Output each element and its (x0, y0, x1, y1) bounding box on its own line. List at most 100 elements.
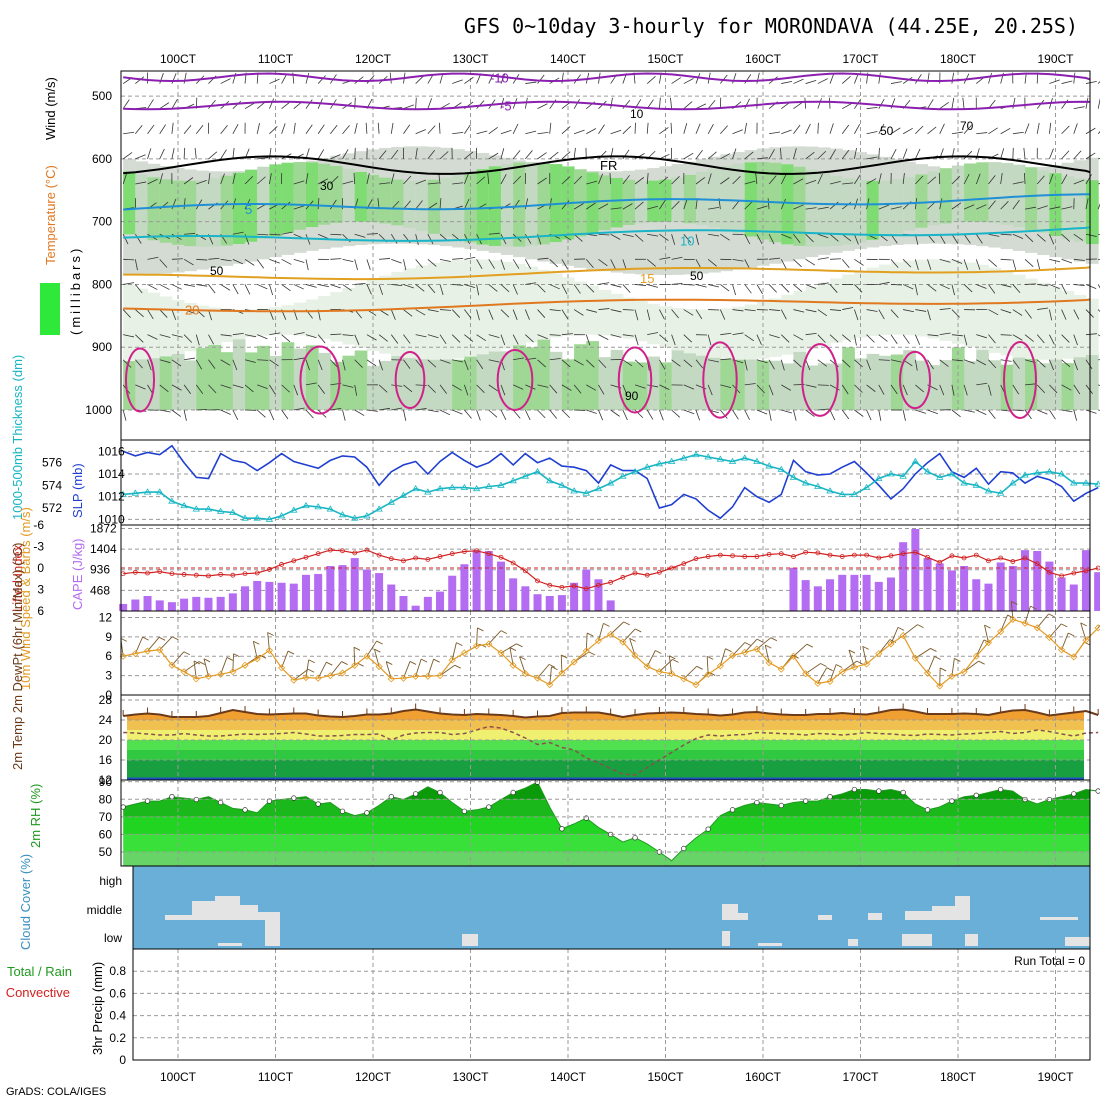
wind-barb (317, 149, 325, 160)
thickness-marker (472, 484, 481, 492)
rh-block (245, 169, 258, 242)
thickness-marker (265, 515, 274, 522)
li-marker (169, 571, 175, 577)
wind-barb (671, 77, 682, 84)
wind-barb (171, 651, 185, 666)
instability-contour (125, 347, 155, 413)
time-label-bottom: 170CT (842, 1070, 879, 1084)
wind-barb (1036, 175, 1045, 185)
rh-block (220, 175, 234, 246)
cape-bar (277, 582, 286, 611)
wind-barb (389, 72, 392, 84)
temp-band (127, 740, 1084, 750)
wind-barb (537, 74, 545, 84)
wind-barb-feather (353, 646, 361, 651)
wind-barb (524, 309, 530, 320)
wind-barb (537, 152, 547, 160)
cape-bar (180, 598, 189, 611)
rh-block (500, 261, 514, 349)
rh-block (549, 351, 563, 410)
wind-barb (1085, 384, 1093, 394)
wind-barb (525, 282, 537, 285)
wind-barb (1049, 258, 1061, 263)
thickness-marker (899, 472, 907, 479)
li-marker (230, 572, 236, 578)
li-marker (437, 554, 443, 559)
rh-block (196, 334, 209, 410)
cloud-block (932, 906, 955, 920)
rh-block (257, 166, 270, 240)
cloud-blocks (165, 896, 1090, 946)
wind-barb (281, 73, 288, 84)
wind-speed-marker (217, 670, 225, 678)
wind-barb (695, 177, 706, 185)
li-marker (522, 568, 528, 574)
li-tick-label: 3 (37, 583, 44, 597)
thickness-tick-label: 576 (42, 456, 62, 470)
li-marker (973, 552, 979, 558)
rh-block (964, 262, 977, 347)
thickness-marker (302, 501, 310, 509)
temp-tick-label: 20 (99, 733, 113, 747)
wind-speed-marker (131, 650, 139, 658)
wind-speed-marker (1009, 615, 1017, 623)
thickness-marker (363, 512, 371, 519)
thickness-marker (814, 482, 822, 489)
wind-barb (914, 148, 921, 160)
time-label-top: 190CT (1037, 52, 1074, 66)
li-marker (803, 549, 809, 555)
wind-speed-marker (521, 670, 529, 678)
wind-barb-feather (376, 640, 383, 645)
wind-barb (281, 650, 289, 669)
wind-speed-marker (948, 672, 956, 680)
wind-barb-feather (386, 661, 393, 665)
li-marker (717, 552, 723, 558)
wind-barb (123, 258, 135, 261)
wind-barb (854, 123, 861, 134)
slp-tick-label: 1012 (98, 490, 125, 504)
rh-contour-label: 30 (320, 179, 334, 193)
wind-barb (171, 284, 182, 290)
wind-barb (768, 149, 775, 160)
rh-block (866, 267, 880, 336)
thickness-side-label: 1000-500mb Thickness (dm) (10, 355, 25, 520)
wind-barb (805, 258, 816, 266)
rh-block (586, 285, 599, 335)
wind-barb (866, 156, 878, 160)
wind-barb (317, 359, 323, 371)
wind-barb (622, 259, 627, 270)
wind-barb (403, 259, 407, 271)
li-marker (742, 554, 748, 559)
li-marker (327, 547, 333, 553)
wind-barb (1000, 284, 1012, 288)
cloud-block (1040, 917, 1078, 920)
panel-side-labels: 1000-500mb Thickness (dm) SLP (mb)Lifted … (6, 355, 105, 1055)
wind-barb (793, 643, 808, 657)
cloud-block (722, 931, 730, 946)
rh-tick-label: 90 (99, 775, 113, 789)
wind-barb (817, 408, 829, 411)
rh-contour-label: 50 (690, 269, 704, 283)
wind-speed-marker (1021, 619, 1029, 627)
temp-band (127, 760, 1084, 778)
wind-barb (988, 200, 996, 210)
wind-barb (159, 309, 168, 318)
wind-barb (951, 202, 962, 210)
wind-barb (1049, 623, 1062, 638)
rh-tick-label: 80 (99, 792, 113, 806)
wind-barb (1036, 233, 1046, 242)
lifted-index-series (120, 547, 1100, 592)
wind-tick-label: 3 (105, 669, 112, 683)
isotherm-line (123, 226, 1091, 242)
wind-barb (1000, 258, 1012, 261)
rh-block (769, 298, 782, 357)
wind-barb (194, 147, 197, 159)
wind-barb (854, 384, 863, 393)
wind-barb (1073, 309, 1080, 320)
wind-barb (1000, 127, 1011, 135)
wind-barb-feather (203, 658, 211, 663)
wind-speed-marker (704, 670, 712, 678)
wind-barb (391, 407, 403, 411)
li-tick-label: 6 (37, 604, 44, 618)
rh-marker (681, 845, 687, 852)
